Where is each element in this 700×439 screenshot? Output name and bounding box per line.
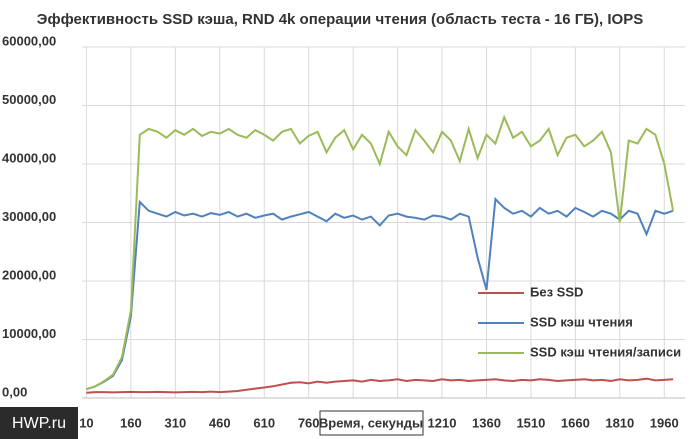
x-axis-label: Время, секунды	[319, 415, 423, 430]
x-tick-label: 10	[79, 415, 93, 430]
x-tick-label: 1360	[472, 415, 501, 430]
y-tick-label: 0,00	[2, 384, 27, 399]
legend-label: Без SSD	[530, 284, 583, 299]
x-tick-label: 160	[120, 415, 142, 430]
y-tick-label: 30000,00	[2, 209, 56, 224]
x-tick-label: 1660	[561, 415, 590, 430]
y-tick-label: 10000,00	[2, 326, 56, 341]
x-tick-label: 460	[209, 415, 231, 430]
x-label-box	[319, 410, 424, 436]
x-tick-label: 310	[164, 415, 186, 430]
x-tick-label: 1210	[428, 415, 457, 430]
y-tick-label: 40000,00	[2, 150, 56, 165]
series-line	[86, 114, 675, 391]
legend-label: SSD кэш чтения/записи	[530, 344, 681, 359]
x-tick-label: 1960	[650, 415, 679, 430]
watermark: HWP.ru	[12, 415, 66, 432]
x-tick-label: 760	[298, 415, 320, 430]
watermark-box	[0, 407, 78, 439]
y-tick-label: 50000,00	[2, 92, 56, 107]
series-line	[86, 196, 674, 391]
y-tick-label: 20000,00	[2, 267, 56, 282]
legend-label: SSD кэш чтения	[530, 314, 633, 329]
y-tick-label: 60000,00	[2, 33, 56, 48]
series-line	[86, 377, 674, 394]
x-tick-label: 1510	[516, 415, 545, 430]
x-tick-label: 1810	[605, 415, 634, 430]
x-tick-label: 610	[253, 415, 275, 430]
chart-title: Эффективность SSD кэша, RND 4k операции …	[37, 11, 643, 28]
